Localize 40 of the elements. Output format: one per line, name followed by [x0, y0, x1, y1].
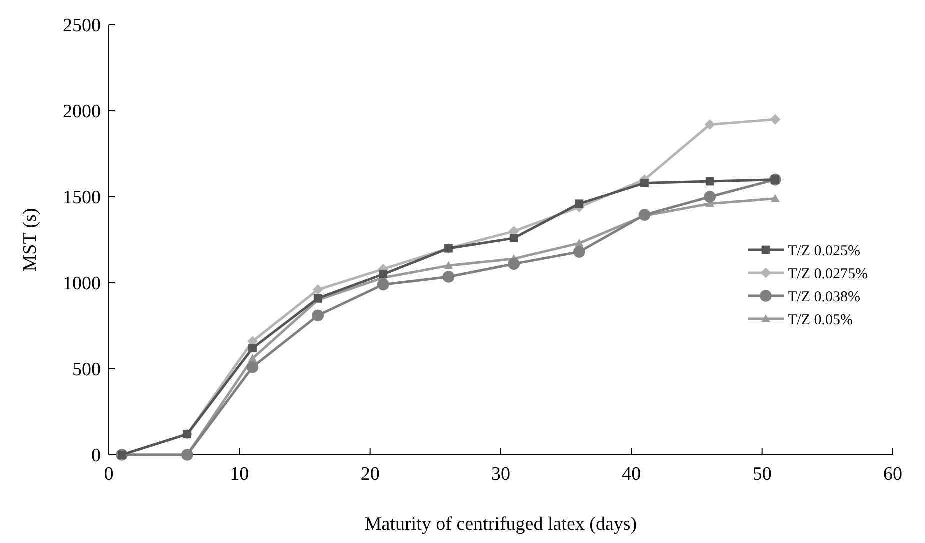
legend-label: T/Z 0.0275% [788, 266, 868, 282]
y-tick-label: 500 [72, 360, 101, 381]
point [312, 310, 324, 322]
y-tick-label: 1500 [63, 188, 101, 209]
point [640, 179, 649, 188]
point [704, 191, 716, 203]
x-tick-label: 0 [104, 464, 114, 485]
point [770, 114, 781, 125]
x-tick-label: 60 [884, 464, 902, 485]
y-axis-title: MST (s) [20, 208, 41, 272]
point [379, 270, 388, 279]
point [575, 200, 584, 208]
x-tick-label: 10 [230, 464, 250, 485]
point [573, 246, 586, 258]
y-tick-label: 0 [92, 446, 101, 467]
x-tick-label: 30 [492, 464, 510, 485]
point [377, 278, 390, 291]
x-tick-label: 40 [622, 464, 642, 485]
point [312, 284, 324, 296]
point [510, 234, 518, 242]
x-tick-label: 20 [360, 464, 380, 485]
y-tick-label: 1000 [63, 274, 101, 295]
point [246, 361, 259, 374]
legend-label: T/Z 0.05% [788, 312, 853, 328]
x-axis-title: Maturity of centrifuged latex (days) [364, 514, 638, 535]
point [248, 344, 257, 353]
point [248, 354, 258, 362]
point [181, 449, 194, 461]
x-tick-label: 50 [752, 464, 772, 485]
legend-label: T/Z 0.025% [788, 243, 860, 260]
point [442, 271, 455, 283]
point [638, 209, 651, 221]
point [706, 177, 714, 186]
legend-label: T/Z 0.038% [788, 289, 860, 306]
point [704, 120, 716, 130]
y-tick-label: 2000 [63, 102, 101, 123]
point [508, 258, 520, 270]
point [444, 261, 454, 270]
point [770, 194, 780, 202]
y-tick-label: 2500 [63, 16, 101, 37]
